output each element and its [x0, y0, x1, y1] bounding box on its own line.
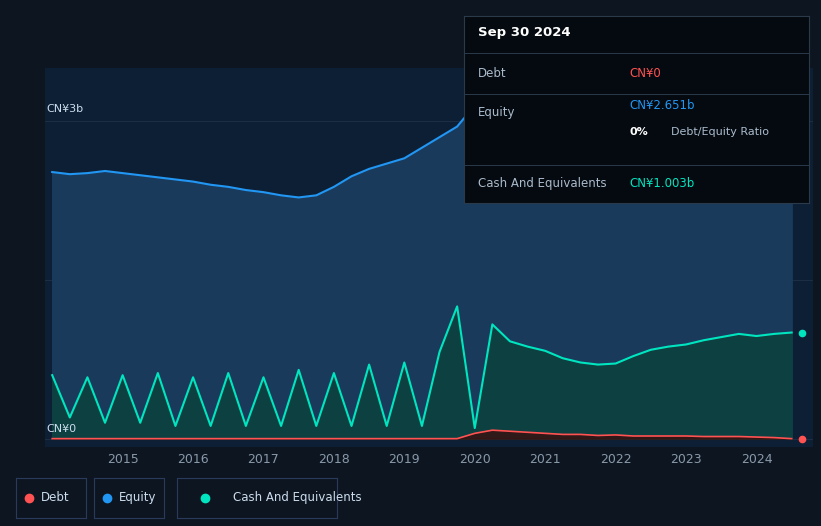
Text: Equity: Equity [119, 491, 156, 504]
Text: Debt/Equity Ratio: Debt/Equity Ratio [671, 127, 768, 137]
Text: CN¥0: CN¥0 [630, 67, 661, 80]
Text: CN¥2.651b: CN¥2.651b [630, 99, 695, 112]
Text: 0%: 0% [630, 127, 648, 137]
Text: CN¥1.003b: CN¥1.003b [630, 177, 695, 190]
Text: Sep 30 2024: Sep 30 2024 [478, 26, 571, 39]
Text: CN¥0: CN¥0 [47, 424, 76, 434]
Text: Cash And Equivalents: Cash And Equivalents [478, 177, 606, 190]
Text: Equity: Equity [478, 106, 515, 119]
Text: Debt: Debt [478, 67, 507, 80]
Text: Debt: Debt [41, 491, 70, 504]
Text: Cash And Equivalents: Cash And Equivalents [232, 491, 361, 504]
Text: CN¥3b: CN¥3b [47, 104, 84, 114]
